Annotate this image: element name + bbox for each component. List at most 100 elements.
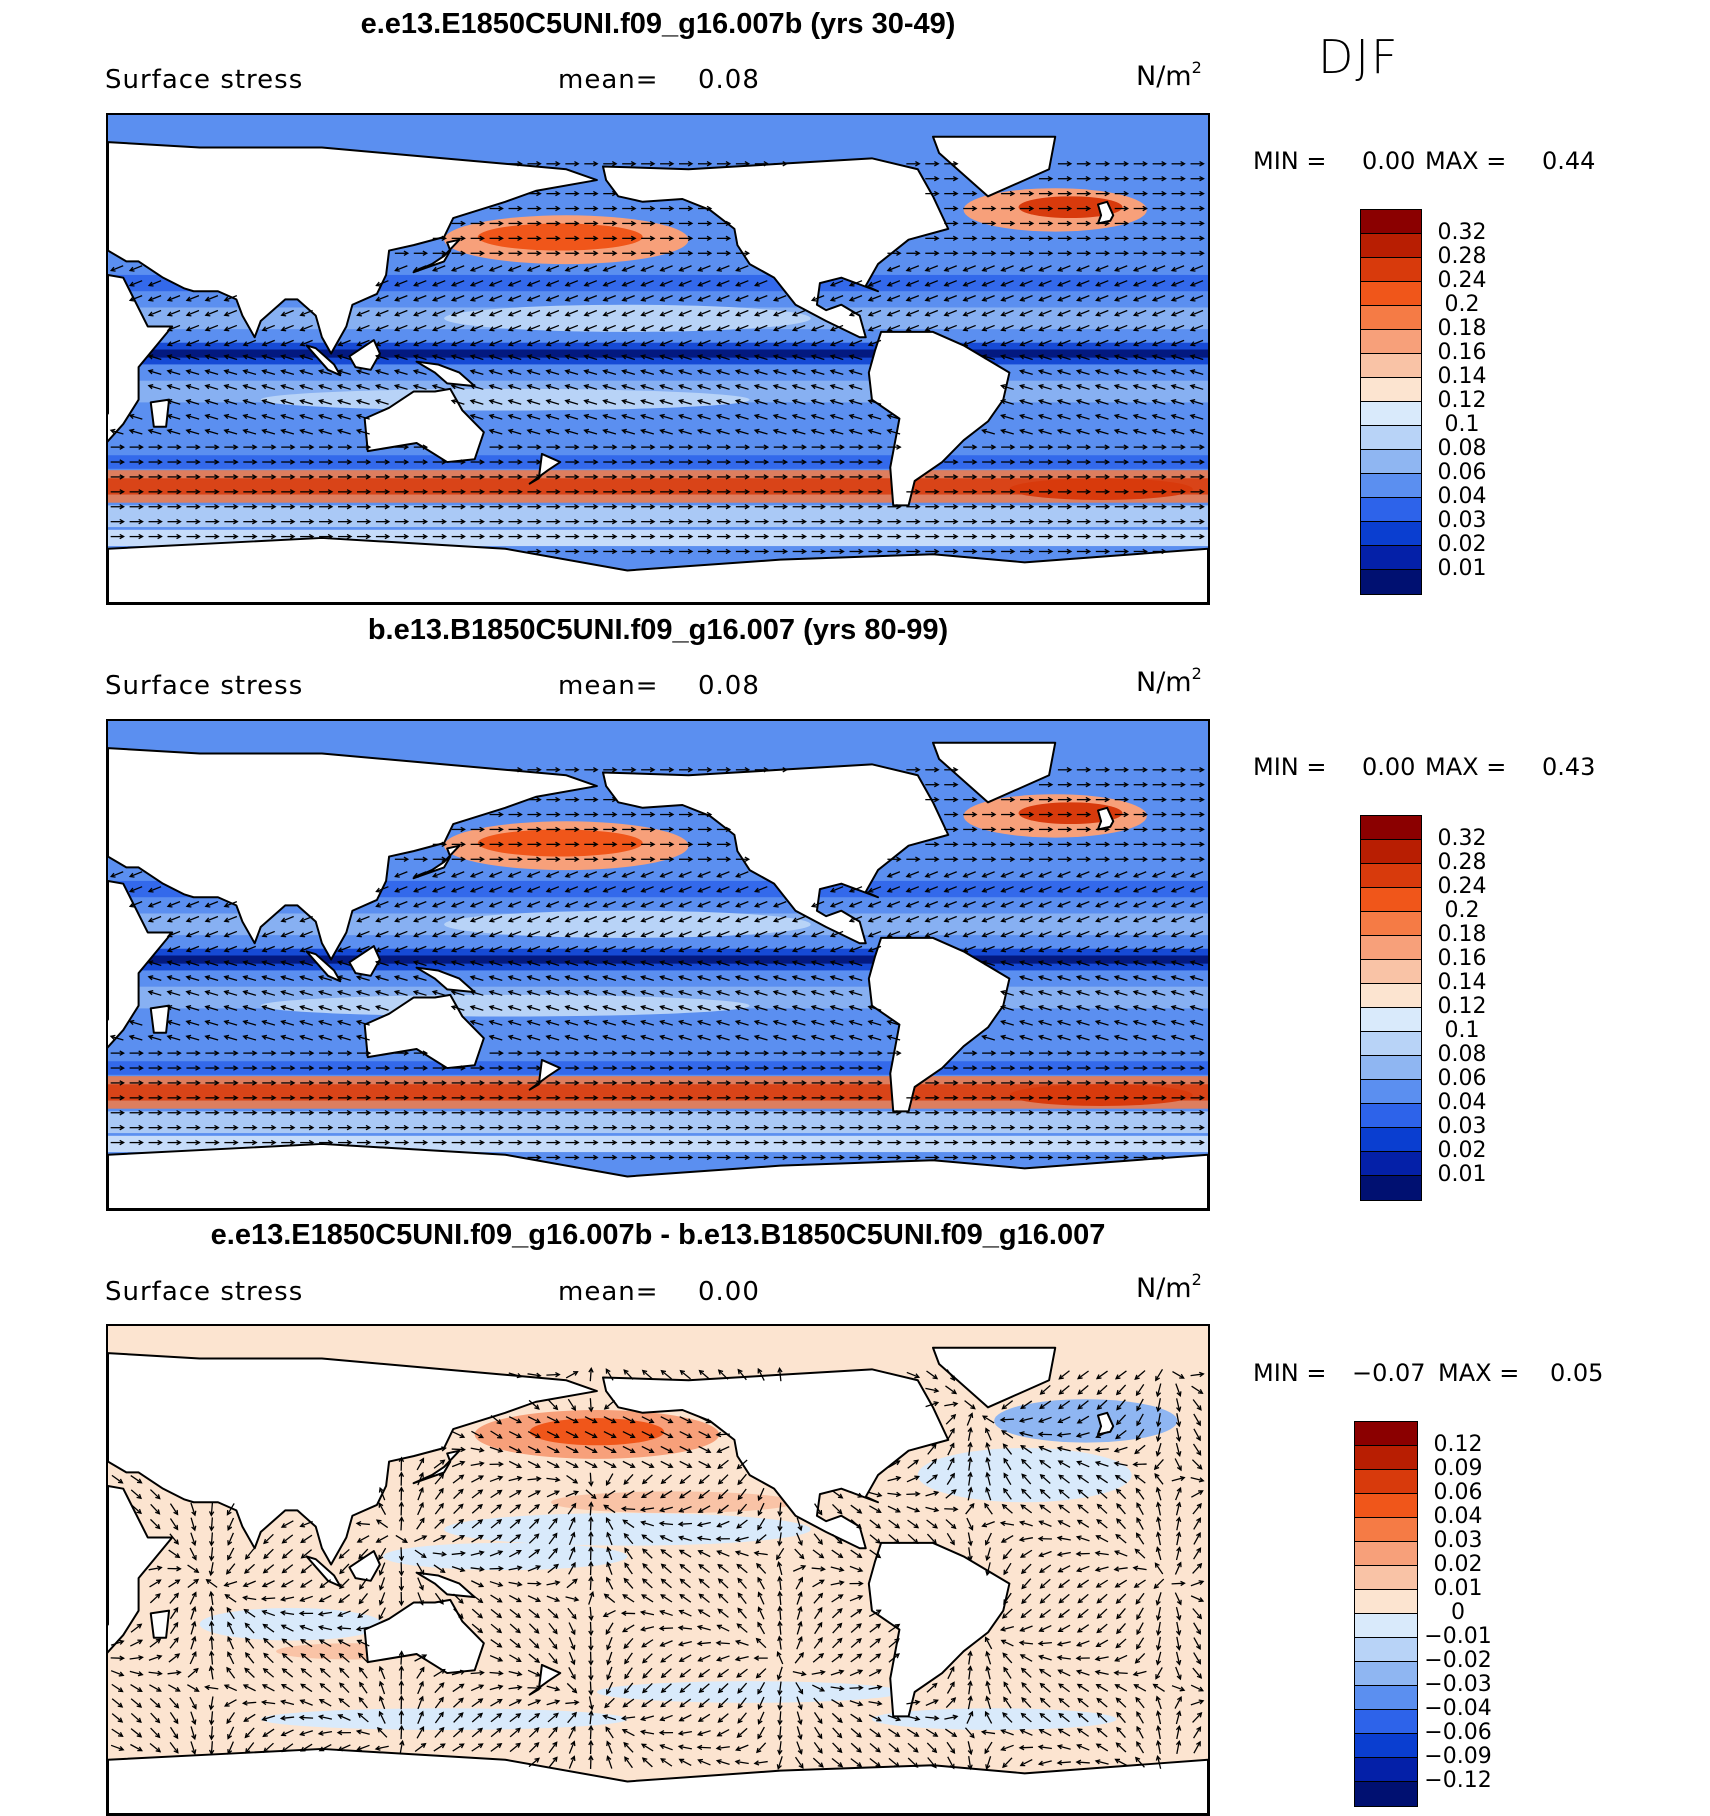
colorbar-swatch <box>1355 1710 1417 1734</box>
colorbar-swatch <box>1355 1686 1417 1710</box>
colorbar-swatch <box>1361 282 1421 306</box>
panel-1-max-value: 0.44 <box>1542 147 1595 175</box>
panel-3-map <box>106 1324 1210 1816</box>
panel-2-max-label: MAX = <box>1425 753 1506 781</box>
colorbar-tick-label: 0.04 <box>1438 484 1487 509</box>
colorbar-tick-label: −0.02 <box>1424 1648 1491 1673</box>
colorbar-swatch <box>1361 888 1421 912</box>
colorbar-swatch <box>1355 1542 1417 1566</box>
panel-2-mean-value: 0.08 <box>698 671 760 701</box>
colorbar-tick-label: 0.02 <box>1434 1552 1483 1577</box>
panel-3-mean-value: 0.00 <box>698 1277 760 1307</box>
colorbar-tick-label: −0.03 <box>1424 1672 1491 1697</box>
colorbar-swatch <box>1361 840 1421 864</box>
colorbar-swatch <box>1361 234 1421 258</box>
panel-1-min-value: 0.00 <box>1362 147 1415 175</box>
colorbar-swatch <box>1361 960 1421 984</box>
colorbar-swatch <box>1355 1614 1417 1638</box>
season-label: DJF <box>1318 30 1399 84</box>
colorbar-swatch <box>1361 936 1421 960</box>
colorbar-tick-label: 0.18 <box>1438 922 1487 947</box>
colorbar-swatch <box>1361 984 1421 1008</box>
panel-3-mean-label: mean= <box>558 1277 659 1307</box>
colorbar-tick-label: 0.01 <box>1438 1162 1487 1187</box>
panel-3-max-value: 0.05 <box>1550 1359 1603 1387</box>
colorbar-tick-label: 0.01 <box>1438 556 1487 581</box>
colorbar-tick-label: 0.1 <box>1445 1018 1480 1043</box>
colorbar-swatch <box>1355 1422 1417 1446</box>
panel-2-title: b.e13.B1850C5UNI.f09_g16.007 (yrs 80-99) <box>368 614 948 647</box>
colorbar-tick-label: 0.12 <box>1438 388 1487 413</box>
colorbar-tick-label: 0.32 <box>1438 826 1487 851</box>
panel-1-mean-value: 0.08 <box>698 65 760 95</box>
panel-3-units: N/m2 <box>1136 1270 1202 1304</box>
world-map-icon <box>108 115 1208 603</box>
colorbar-swatch <box>1361 210 1421 234</box>
panel-2-map <box>106 719 1210 1211</box>
panel-3-max-label: MAX = <box>1438 1359 1519 1387</box>
panel-1-min-label: MIN = <box>1253 147 1326 175</box>
colorbar-tick-label: 0.2 <box>1445 292 1480 317</box>
colorbar-tick-label: 0 <box>1451 1600 1465 1625</box>
colorbar-swatch <box>1355 1494 1417 1518</box>
panel-2-units: N/m2 <box>1136 664 1202 698</box>
colorbar-tick-label: 0.14 <box>1438 364 1487 389</box>
panel-2-min-label: MIN = <box>1253 753 1326 781</box>
colorbar-tick-label: 0.1 <box>1445 412 1480 437</box>
colorbar-tick-label: 0.32 <box>1438 220 1487 245</box>
colorbar-tick-label: 0.06 <box>1438 1066 1487 1091</box>
colorbar-tick-label: −0.12 <box>1424 1768 1491 1793</box>
colorbar-swatch <box>1361 258 1421 282</box>
colorbar-tick-label: 0.09 <box>1434 1456 1483 1481</box>
colorbar-swatch <box>1361 1080 1421 1104</box>
colorbar-swatch <box>1361 912 1421 936</box>
colorbar-swatch <box>1361 402 1421 426</box>
panel-3-min-value: −0.07 <box>1352 1359 1426 1387</box>
colorbar-tick-label: −0.09 <box>1424 1744 1491 1769</box>
colorbar-tick-label: 0.01 <box>1434 1576 1483 1601</box>
colorbar-swatch <box>1361 498 1421 522</box>
panel-2-colorbar <box>1360 815 1422 1201</box>
colorbar-swatch <box>1355 1470 1417 1494</box>
panel-1-max-label: MAX = <box>1425 147 1506 175</box>
colorbar-swatch <box>1355 1638 1417 1662</box>
colorbar-tick-label: 0.2 <box>1445 898 1480 923</box>
colorbar-swatch <box>1361 570 1421 594</box>
colorbar-tick-label: −0.06 <box>1424 1720 1491 1745</box>
panel-3-variable: Surface stress <box>105 1277 303 1307</box>
colorbar-swatch <box>1361 1104 1421 1128</box>
colorbar-tick-label: 0.28 <box>1438 244 1487 269</box>
colorbar-swatch <box>1361 306 1421 330</box>
colorbar-swatch <box>1355 1758 1417 1782</box>
panel-3-min-label: MIN = <box>1253 1359 1326 1387</box>
colorbar-tick-label: 0.12 <box>1438 994 1487 1019</box>
colorbar-swatch <box>1361 1032 1421 1056</box>
panel-1-variable: Surface stress <box>105 65 303 95</box>
colorbar-swatch <box>1361 1128 1421 1152</box>
panel-1-title: e.e13.E1850C5UNI.f09_g16.007b (yrs 30-49… <box>361 8 956 41</box>
colorbar-swatch <box>1361 546 1421 570</box>
colorbar-swatch <box>1355 1566 1417 1590</box>
colorbar-tick-label: −0.01 <box>1424 1624 1491 1649</box>
panel-2-mean-label: mean= <box>558 671 659 701</box>
colorbar-tick-label: 0.12 <box>1434 1432 1483 1457</box>
colorbar-swatch <box>1355 1518 1417 1542</box>
colorbar-tick-label: −0.04 <box>1424 1696 1491 1721</box>
colorbar-swatch <box>1355 1782 1417 1806</box>
colorbar-tick-label: 0.03 <box>1438 508 1487 533</box>
panel-2-min-value: 0.00 <box>1362 753 1415 781</box>
colorbar-swatch <box>1361 450 1421 474</box>
panel-3-title: e.e13.E1850C5UNI.f09_g16.007b - b.e13.B1… <box>211 1219 1106 1252</box>
colorbar-tick-label: 0.04 <box>1438 1090 1487 1115</box>
panel-1-units: N/m2 <box>1136 58 1202 92</box>
colorbar-swatch <box>1361 816 1421 840</box>
colorbar-tick-label: 0.24 <box>1438 874 1487 899</box>
colorbar-tick-label: 0.06 <box>1438 460 1487 485</box>
panel-1-mean-label: mean= <box>558 65 659 95</box>
colorbar-tick-label: 0.28 <box>1438 850 1487 875</box>
world-map-icon <box>108 721 1208 1209</box>
colorbar-tick-label: 0.08 <box>1438 436 1487 461</box>
panel-2-max-value: 0.43 <box>1542 753 1595 781</box>
colorbar-swatch <box>1361 354 1421 378</box>
panel-1-map <box>106 113 1210 605</box>
